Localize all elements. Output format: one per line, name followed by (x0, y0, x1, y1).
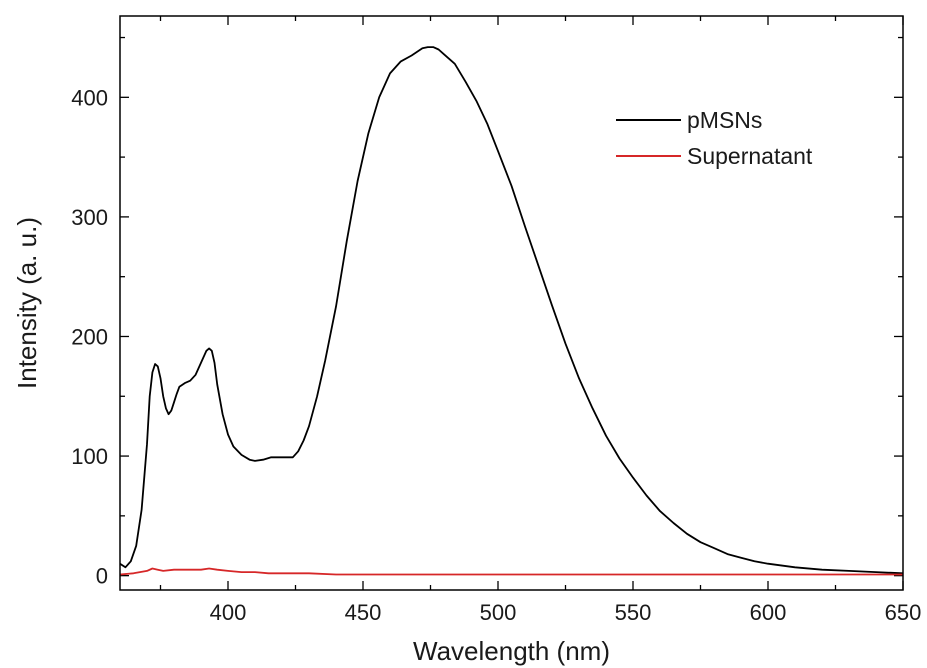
legend-label-pmsns: pMSNs (687, 107, 762, 133)
x-tick-label: 500 (480, 600, 517, 625)
y-tick-label: 200 (71, 324, 108, 349)
y-axis-title: Intensity (a. u.) (12, 217, 42, 389)
x-tick-label: 400 (210, 600, 247, 625)
plot-frame (119, 15, 904, 591)
y-tick-label: 400 (71, 85, 108, 110)
x-tick-label: 650 (885, 600, 922, 625)
x-tick-label: 550 (615, 600, 652, 625)
y-tick-label: 300 (71, 205, 108, 230)
series-line-supernatant (119, 567, 903, 576)
x-axis-ticks: 400 450 500 550 600 650 (159, 16, 922, 625)
x-tick-label: 600 (750, 600, 787, 625)
y-tick-label: 0 (96, 564, 108, 589)
x-axis-title: Wavelength (nm) (413, 636, 610, 666)
y-tick-label: 100 (71, 444, 108, 469)
legend-label-supernatant: Supernatant (687, 143, 813, 169)
legend: pMSNs Supernatant (616, 107, 813, 169)
x-tick-label: 450 (345, 600, 382, 625)
series-layer (119, 46, 904, 576)
y-axis-ticks: 0 100 200 300 400 (71, 36, 903, 589)
series-line-pmsns (119, 46, 904, 575)
